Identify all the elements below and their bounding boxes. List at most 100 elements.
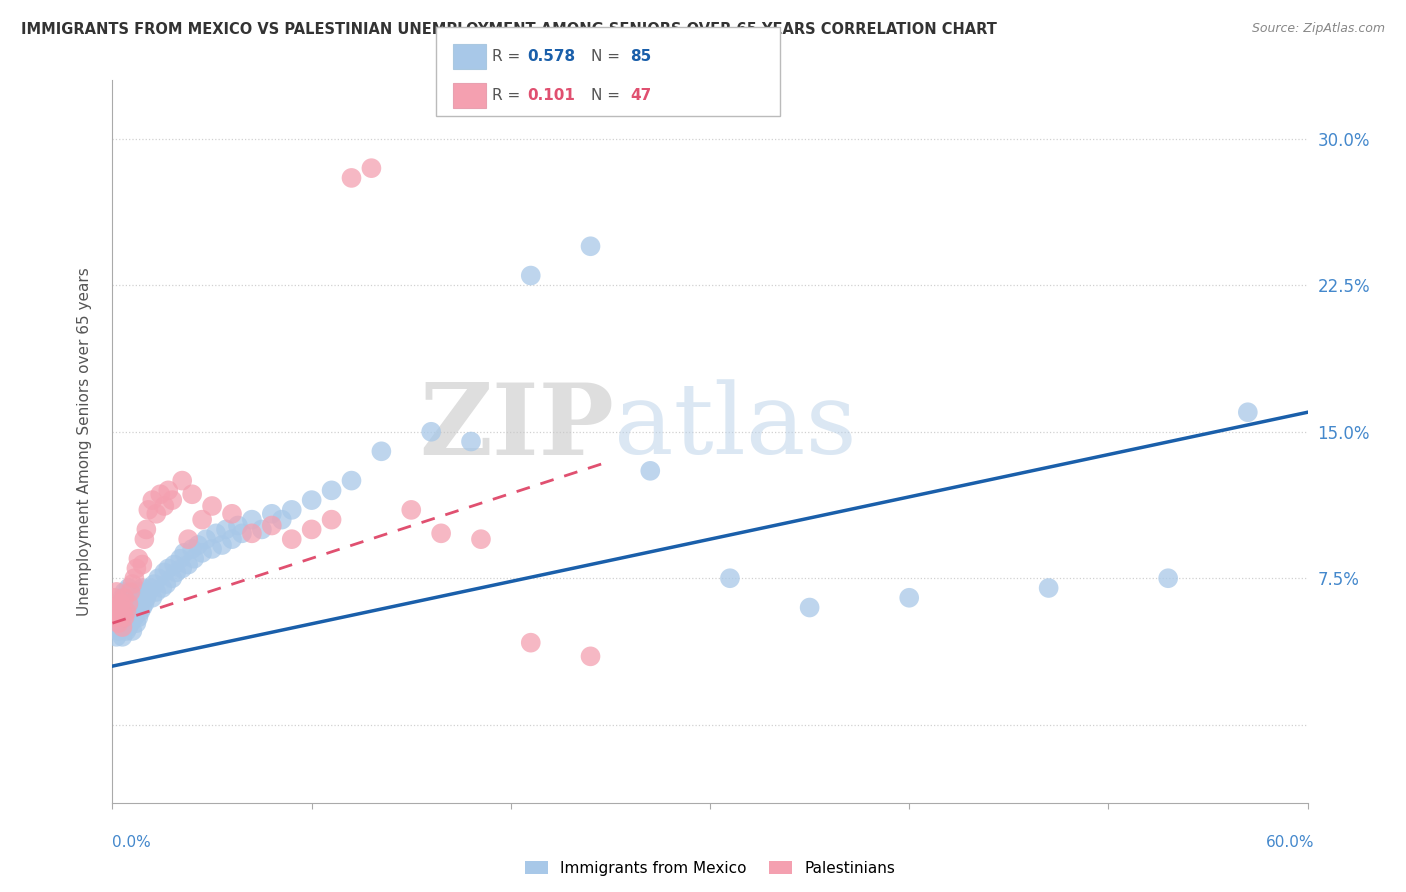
Point <box>117 620 139 634</box>
Point <box>103 591 125 605</box>
Point <box>117 600 139 615</box>
Point <box>111 610 134 624</box>
Point <box>163 558 186 572</box>
Point <box>460 434 482 449</box>
Point <box>125 616 148 631</box>
Point <box>155 577 177 591</box>
Point <box>110 616 132 631</box>
Point <box>141 493 163 508</box>
Point <box>157 561 180 575</box>
Point <box>340 474 363 488</box>
Y-axis label: Unemployment Among Seniors over 65 years: Unemployment Among Seniors over 65 years <box>77 268 91 615</box>
Text: N =: N = <box>591 49 620 64</box>
Point <box>114 620 135 634</box>
Point <box>107 600 129 615</box>
Point <box>153 499 176 513</box>
Point <box>138 585 160 599</box>
Point <box>172 474 194 488</box>
Point <box>121 624 143 638</box>
Point <box>177 558 200 572</box>
Point <box>181 541 204 556</box>
Text: N =: N = <box>591 88 620 103</box>
Point <box>183 551 205 566</box>
Point <box>177 532 200 546</box>
Point <box>1157 571 1180 585</box>
Point <box>226 518 249 533</box>
Point <box>640 464 662 478</box>
Point <box>127 551 149 566</box>
Point <box>799 600 821 615</box>
Point <box>120 597 142 611</box>
Point <box>114 591 135 605</box>
Point <box>129 604 152 618</box>
Point <box>114 610 135 624</box>
Point <box>111 591 134 605</box>
Point <box>127 610 149 624</box>
Point <box>121 577 143 591</box>
Text: IMMIGRANTS FROM MEXICO VS PALESTINIAN UNEMPLOYMENT AMONG SENIORS OVER 65 YEARS C: IMMIGRANTS FROM MEXICO VS PALESTINIAN UN… <box>21 22 997 37</box>
Text: atlas: atlas <box>614 379 858 475</box>
Point <box>134 597 156 611</box>
Point <box>187 538 209 552</box>
Point <box>201 541 224 556</box>
Point <box>111 620 134 634</box>
Point <box>898 591 921 605</box>
Point <box>105 630 128 644</box>
Point <box>191 513 214 527</box>
Point <box>520 268 543 283</box>
Point <box>143 577 166 591</box>
Text: R =: R = <box>492 88 520 103</box>
Point <box>301 493 323 508</box>
Point <box>148 571 170 585</box>
Point <box>125 561 148 575</box>
Point <box>121 591 143 605</box>
Point <box>215 523 238 537</box>
Text: 85: 85 <box>630 49 651 64</box>
Point <box>191 546 214 560</box>
Point <box>205 526 228 541</box>
Point <box>157 483 180 498</box>
Point <box>340 170 363 185</box>
Point <box>150 581 173 595</box>
Point <box>124 571 146 585</box>
Point <box>430 526 453 541</box>
Point <box>281 503 304 517</box>
Point <box>240 513 263 527</box>
Point <box>111 630 134 644</box>
Point <box>115 624 138 638</box>
Point <box>105 610 128 624</box>
Point <box>107 616 129 631</box>
Legend: Immigrants from Mexico, Palestinians: Immigrants from Mexico, Palestinians <box>519 855 901 882</box>
Point <box>401 503 423 517</box>
Point <box>360 161 382 176</box>
Text: 0.578: 0.578 <box>527 49 575 64</box>
Point <box>579 239 602 253</box>
Point <box>121 604 143 618</box>
Point <box>172 561 194 575</box>
Point <box>105 604 128 618</box>
Point <box>221 532 243 546</box>
Point <box>110 610 132 624</box>
Point <box>718 571 741 585</box>
Point <box>110 597 132 611</box>
Text: Source: ZipAtlas.com: Source: ZipAtlas.com <box>1251 22 1385 36</box>
Point <box>181 487 204 501</box>
Point <box>103 610 125 624</box>
Point <box>470 532 492 546</box>
Point <box>145 585 167 599</box>
Point <box>162 493 183 508</box>
Point <box>301 523 323 537</box>
Point <box>115 610 138 624</box>
Point <box>153 566 176 580</box>
Point <box>120 616 142 631</box>
Point <box>107 600 129 615</box>
Point <box>149 487 172 501</box>
Point <box>131 581 153 595</box>
Point <box>231 526 253 541</box>
Text: 47: 47 <box>630 88 651 103</box>
Point <box>111 604 134 618</box>
Point <box>1237 405 1260 419</box>
Point <box>117 581 139 595</box>
Point <box>173 546 195 560</box>
Point <box>115 597 138 611</box>
